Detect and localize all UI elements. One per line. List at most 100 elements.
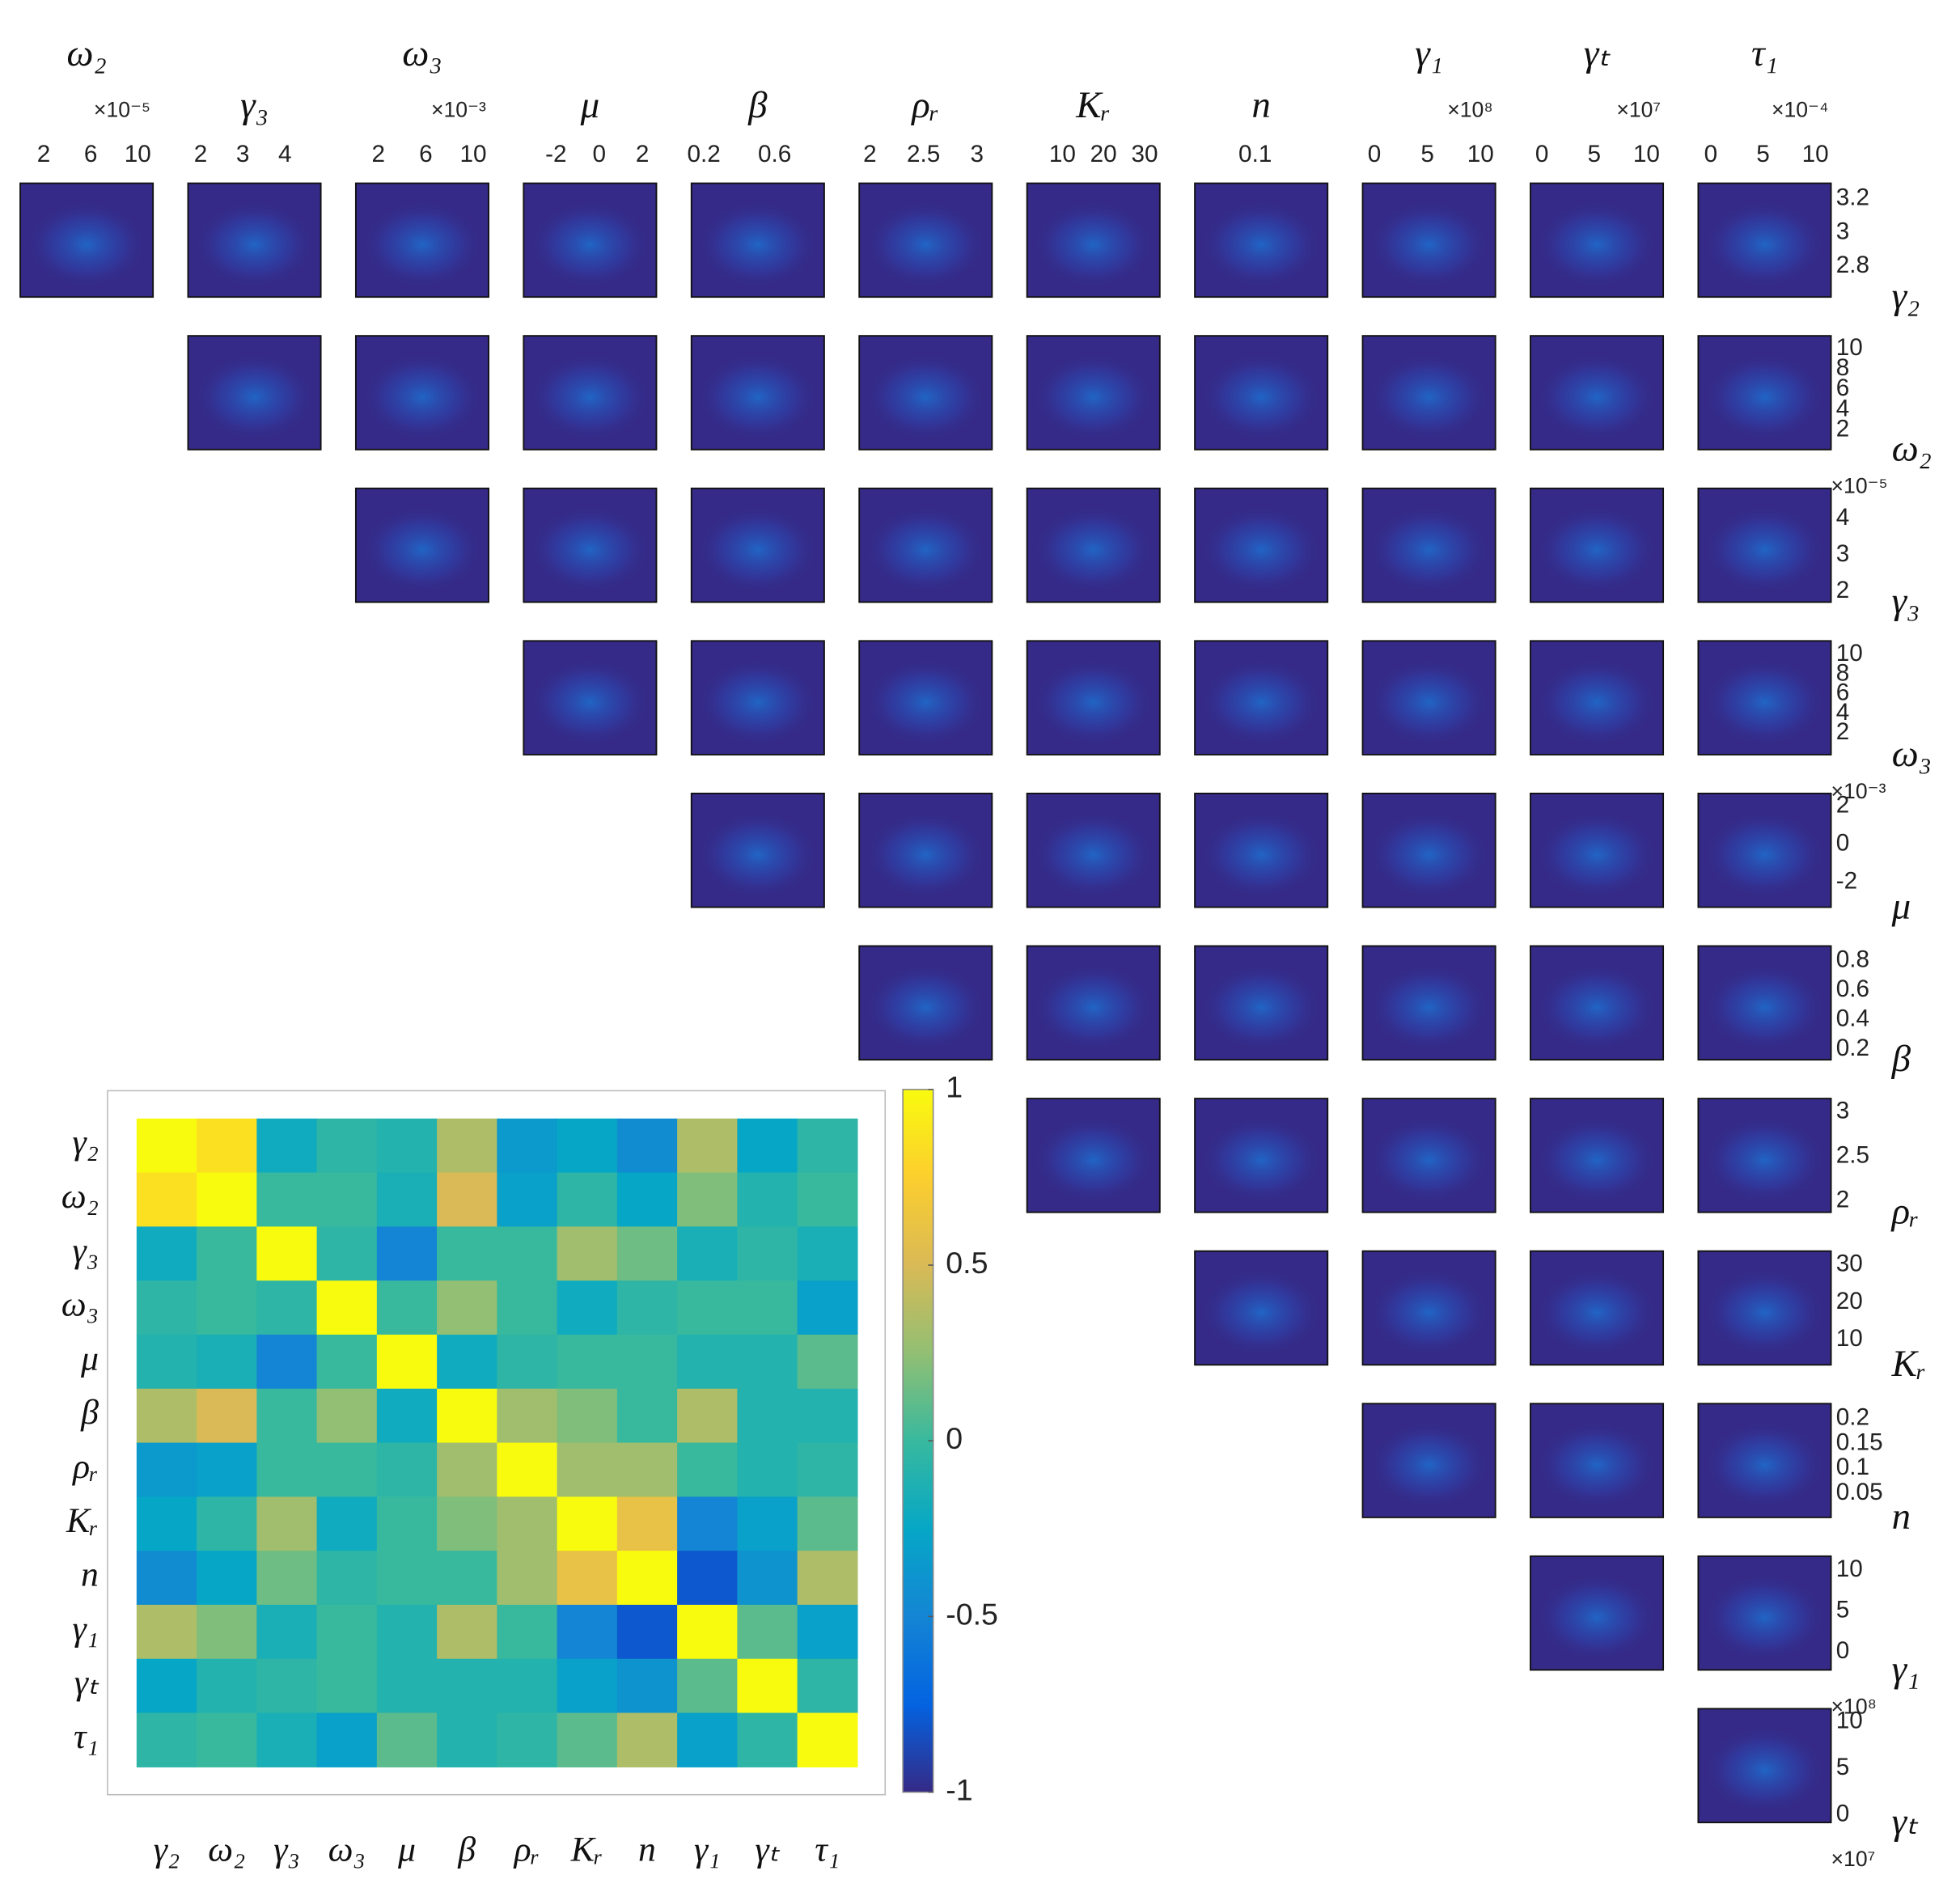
x-tick-label: 20 [1090,141,1117,167]
x-tick-label: -2 [545,141,566,167]
row-label: ρᵣ [1890,1191,1920,1233]
heat-cell [136,1334,197,1390]
heat-cell [197,1118,257,1174]
heat-cell [197,1280,257,1335]
x-tick-label: γₜ [755,1831,780,1869]
heat-cell [557,1551,618,1606]
y-tick-label: 0.2 [1836,1035,1869,1061]
heat-cell [256,1172,318,1227]
x-tick-label: 6 [84,141,98,167]
heat-cell [437,1226,497,1281]
heat-cell [376,1604,438,1660]
heat-cell [256,1226,318,1281]
x-tick-label: Kᵣ [570,1831,603,1869]
x-tick-label: γ₁ [694,1831,720,1869]
density-glow [528,348,652,438]
y-tick-label: 0.05 [1836,1479,1883,1505]
row-multiplier: ×10⁸ [1831,1694,1877,1718]
x-tick-label: 10 [125,141,151,167]
heat-cell [197,1226,257,1281]
x-tick-label: 0 [1704,141,1718,167]
heat-cell [316,1280,378,1335]
heat-cell [797,1172,858,1227]
heat-cell [316,1712,378,1767]
heat-cell [376,1226,438,1281]
density-glow [1703,196,1827,285]
heat-cell [136,1712,197,1767]
heat-cell [616,1496,678,1551]
density-glow [1200,348,1323,438]
y-tick-label: μ [80,1339,99,1378]
density-glow [1200,1263,1323,1352]
density-glow [1367,653,1491,743]
y-tick-label: γ₁ [72,1609,98,1648]
column-label: n [1251,84,1270,126]
heat-cell [797,1388,858,1444]
density-glow [1367,348,1491,438]
heat-cell [256,1442,318,1497]
x-tick-label: 10 [1049,141,1076,167]
x-tick-label: 0.6 [758,141,791,167]
heat-cell [737,1496,798,1551]
heat-cell [437,1280,497,1335]
x-tick-label: 2 [863,141,877,167]
x-tick-label: 10 [459,141,486,167]
heat-cell [256,1280,318,1335]
density-glow [696,501,819,590]
x-tick-label: 2 [371,141,385,167]
heat-cell [797,1334,858,1390]
y-tick-label: γ₂ [72,1123,98,1162]
density-glow [1535,1111,1658,1200]
heat-cell [136,1226,197,1281]
density-glow [1535,196,1658,285]
x-tick-label: 10 [1802,141,1829,167]
row-multiplier: ×10⁻⁵ [1831,474,1888,498]
density-glow [864,959,988,1048]
density-glow [193,196,316,285]
heat-cell [737,1604,798,1660]
heat-cell [797,1551,858,1606]
heat-cell [437,1442,497,1497]
heat-cell [677,1658,738,1714]
heat-cell [376,1442,438,1497]
density-glow [1031,1111,1155,1200]
heat-cell [797,1604,858,1660]
row-label: γ₁ [1892,1648,1920,1690]
heat-cell [557,1442,618,1497]
density-glow [1703,959,1827,1048]
heat-cell [316,1334,378,1390]
heat-cell [497,1334,558,1390]
y-tick-label: 2 [1836,718,1850,745]
row-label: γ₃ [1892,580,1920,622]
heat-cell [497,1388,558,1444]
x-tick-label: 3 [236,141,250,167]
y-tick-label: 10 [1836,1707,1863,1733]
heat-cell [437,1334,497,1390]
y-tick-label: 2.8 [1836,252,1869,278]
heat-cell [616,1658,678,1714]
y-tick-label: 10 [1836,640,1863,667]
x-tick-label: 5 [1756,141,1770,167]
heat-cell [136,1172,197,1227]
heat-cell [497,1551,558,1606]
x-tick-label: 30 [1131,141,1158,167]
heat-cell [737,1551,798,1606]
colorbar-tick-label: -0.5 [946,1597,998,1631]
y-tick-label: 30 [1836,1251,1863,1277]
heat-cell [197,1658,257,1714]
heat-cell [737,1280,798,1335]
y-tick-label: 2 [1836,1186,1850,1213]
y-tick-label: τ₁ [74,1717,99,1756]
heat-cell [677,1496,738,1551]
heat-cell [316,1172,378,1227]
heat-cell [797,1712,858,1767]
x-tick-label: 6 [419,141,433,167]
density-glow [864,501,988,590]
density-glow [528,653,652,743]
density-glow [1535,348,1658,438]
density-glow [1031,196,1155,285]
density-glow [1703,348,1827,438]
x-tick-label: 2 [37,141,51,167]
heat-cell [737,1334,798,1390]
